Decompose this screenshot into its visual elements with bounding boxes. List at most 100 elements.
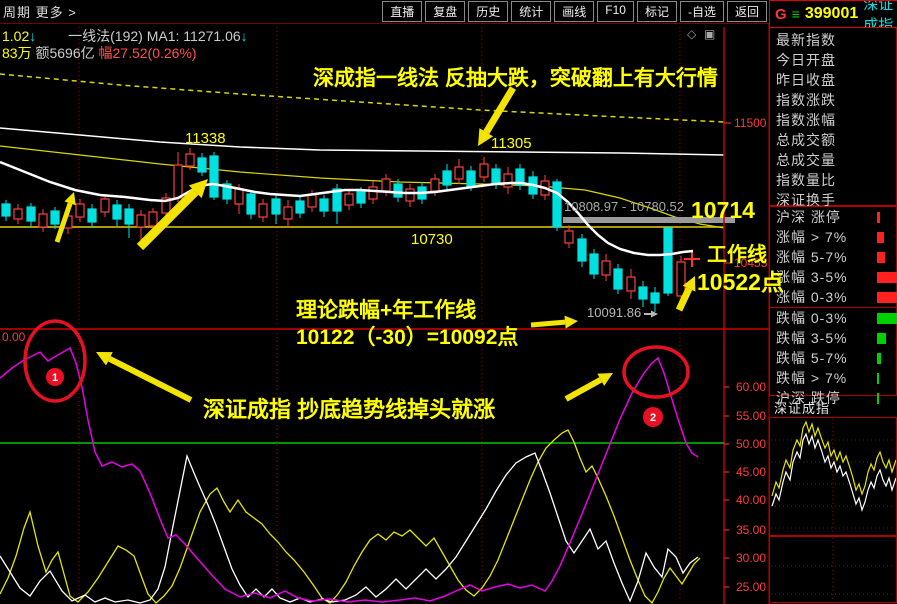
toolbar-button--自选[interactable]: -自选 <box>679 1 724 22</box>
toolbar-button-标记[interactable]: 标记 <box>636 1 677 22</box>
sidebar-row-label: 涨幅 5-7% <box>776 249 848 265</box>
annotation-arrowhead <box>478 128 494 146</box>
sidebar-row-label: 总成交量 <box>776 152 836 168</box>
oneline-indicator <box>0 145 725 229</box>
sidebar-row-label: 沪深 跌停 <box>776 390 841 406</box>
annotation-mid-line2: 10122（-30）=10092点 <box>296 326 519 349</box>
gray-zone-bar <box>563 217 735 223</box>
volume-value: 83万 <box>2 45 32 61</box>
axis-label: 10455 <box>734 256 768 270</box>
mini-chart-box[interactable] <box>769 417 897 536</box>
toolbar-button-历史[interactable]: 历史 <box>468 1 509 22</box>
stat-bar <box>877 211 880 223</box>
symbol-box[interactable]: G ≡ 399001 深证成指 <box>769 0 897 28</box>
sidebar-row: 跌幅 0-3% <box>770 307 897 328</box>
hamburger-icon[interactable]: ≡ <box>791 6 800 22</box>
sidebar-row-label: 指数涨幅 <box>776 112 836 128</box>
sidebar-row-label: 涨幅 0-3% <box>776 289 848 305</box>
window-icon[interactable]: ▣ <box>704 27 716 41</box>
stat-bar <box>877 372 879 384</box>
sidebar-row-label: 跌幅 5-7% <box>776 350 848 366</box>
sidebar-row: 今日开盘 <box>770 50 896 70</box>
annotation-arrow <box>675 287 693 312</box>
annotation-arrow <box>108 356 193 403</box>
ma-line <box>0 160 694 257</box>
sidebar-row: 深证换手 <box>770 190 896 210</box>
diamond-icon[interactable]: ◇ <box>687 27 697 41</box>
axis-label: 40.00 <box>736 493 766 507</box>
toolbar-button-group: 直播 复盘 历史 统计 画线 F10 标记 -自选 返回 <box>382 1 767 22</box>
sidebar-row-label: 最新指数 <box>776 32 836 48</box>
label-low-10091: 10091.86 <box>587 305 642 320</box>
sidebar-row: 指数涨幅 <box>770 110 896 130</box>
top-toolbar: 周期 更多 > 直播 复盘 历史 统计 画线 F10 标记 -自选 返回 <box>0 0 769 24</box>
annotation-badge <box>46 368 64 386</box>
axis-label: 30.00 <box>736 551 766 565</box>
stat-bar <box>877 291 897 303</box>
sidebar-row: 指数量比 <box>770 170 896 190</box>
label-peak-11338: 11338 <box>185 130 226 147</box>
sub-white-line <box>0 452 699 604</box>
sub-magenta-line <box>0 346 699 603</box>
toolbar-button-统计[interactable]: 统计 <box>511 1 552 22</box>
period-menu[interactable]: 周期 更多 > <box>3 5 77 20</box>
toolbar-button-直播[interactable]: 直播 <box>382 1 423 22</box>
annotation-arrowhead <box>96 352 113 366</box>
annotation-mid-line1: 理论跌幅+年工作线 <box>296 299 477 322</box>
sidebar-row: 总成交量 <box>770 150 896 170</box>
sidebar-row: 沪深 跌停 <box>770 388 896 408</box>
sidebar-row: 沪深 涨停 <box>770 207 896 227</box>
sidebar-row-label: 跌幅 3-5% <box>776 330 848 346</box>
indicator-info-line: 1.02↓ 一线法(192) MA1: 11271.06↓ <box>2 26 248 46</box>
axis-label: 60.00 <box>736 380 766 394</box>
sidebar-row-label: 指数量比 <box>776 172 836 188</box>
sidebar-row-label: 指数涨跌 <box>776 92 836 108</box>
annual-line <box>0 127 725 156</box>
stat-bar <box>877 231 884 243</box>
axis-label: 55.00 <box>736 409 766 423</box>
stat-bar <box>877 352 881 364</box>
annotation-arrowhead <box>651 310 658 318</box>
stock-name: 深证成指 <box>863 0 894 28</box>
sidebar-row-label: 深证换手 <box>776 192 836 208</box>
annotation-arrowhead <box>564 315 578 329</box>
annotation-arrow <box>564 377 603 402</box>
sidebar-row: 跌幅 > 7% <box>770 368 896 388</box>
toolbar-button-复盘[interactable]: 复盘 <box>425 1 466 22</box>
sidebar-row: 涨幅 3-5% <box>770 267 897 287</box>
sub-yellow-line <box>0 429 701 604</box>
toolbar-button-返回[interactable]: 返回 <box>726 1 767 22</box>
toolbar-button-F10[interactable]: F10 <box>597 1 634 22</box>
mini-chart-lower-box <box>769 536 897 603</box>
ma-value: MA1: 11271.06 <box>146 28 241 44</box>
sidebar-row-label: 今日开盘 <box>776 52 836 68</box>
stat-bar <box>877 251 885 263</box>
candles-group <box>1 148 686 312</box>
badge-number: 1 <box>52 372 58 384</box>
annotation-arrowhead <box>597 373 613 386</box>
annotation-circle <box>23 319 87 403</box>
axis-label: 35.00 <box>736 523 766 537</box>
label-line-11305: 11305 <box>491 135 532 152</box>
sidebar-row-label: 涨幅 > 7% <box>776 229 848 245</box>
sidebar-row-label: 涨幅 3-5% <box>776 269 848 285</box>
volume-info-line: 83万 额5696亿 幅27.52(0.26%) <box>2 43 197 63</box>
sidebar-row: 涨幅 > 7% <box>770 227 896 247</box>
change-value: 幅27.52(0.26%) <box>98 45 197 61</box>
label-workline: 工作线 <box>707 244 767 266</box>
label-level-10714: 10714 <box>691 197 755 223</box>
sidebar-row: 跌幅 3-5% <box>770 328 896 348</box>
annotation-arrow <box>136 188 199 251</box>
axis-label: 50.00 <box>736 437 766 451</box>
stat-bar <box>877 312 897 324</box>
toolbar-button-画线[interactable]: 画线 <box>554 1 595 22</box>
sidebar-row: 指数涨跌 <box>770 90 896 110</box>
sidebar-row: 最新指数 <box>770 30 896 50</box>
annotation-top: 深成指一线法 反抽大跌，突破翻上有大行情 <box>313 67 718 90</box>
label-support-10730: 10730 <box>411 231 453 248</box>
sidebar-index-stats: 最新指数 今日开盘 昨日收盘 指数涨跌 指数涨幅 总成交额 总成交量 指数量比 深证换手 <box>769 27 897 208</box>
annotation-arrow <box>530 319 566 328</box>
down-arrow-icon: ↓ <box>29 28 37 44</box>
annotation-arrow <box>483 86 516 135</box>
